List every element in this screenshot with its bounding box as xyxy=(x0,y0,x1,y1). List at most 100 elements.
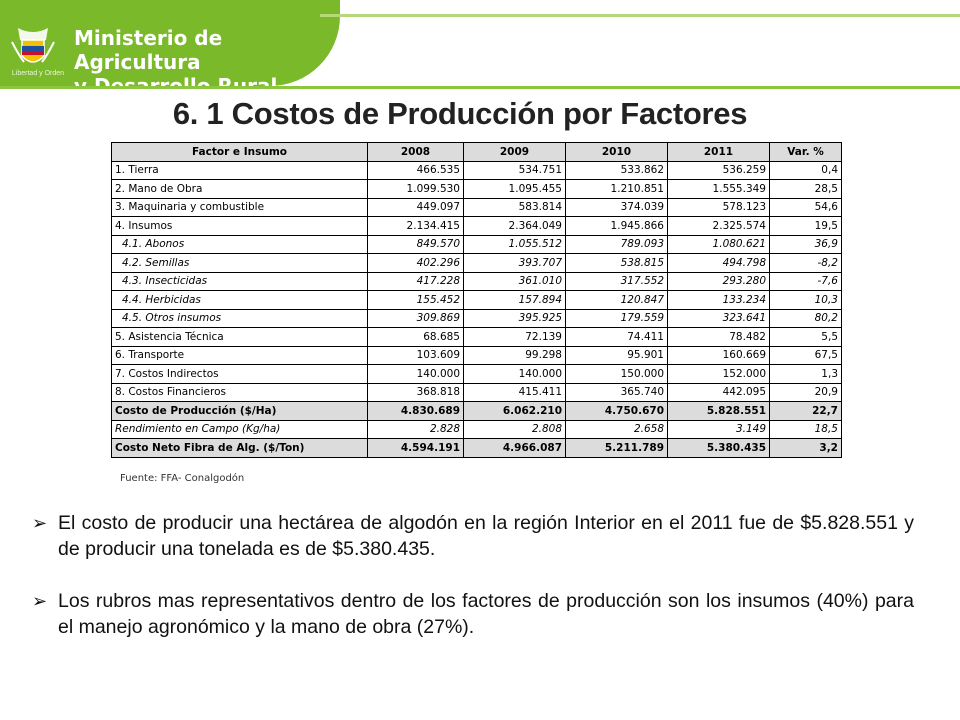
value-cell: 2.325.574 xyxy=(667,216,770,236)
row-label-cell: 4.3. Insecticidas xyxy=(111,271,368,291)
value-cell: 6.062.210 xyxy=(463,401,566,421)
bullet-text: El costo de producir una hectárea de alg… xyxy=(58,512,914,560)
row-label-cell: 5. Asistencia Técnica xyxy=(111,327,368,347)
value-cell: 317.552 xyxy=(565,271,668,291)
source-note: Fuente: FFA- Conalgodón xyxy=(120,473,245,484)
value-cell: 417.228 xyxy=(367,271,464,291)
value-cell: 4.830.689 xyxy=(367,401,464,421)
row-label-cell: Costo de Producción ($/Ha) xyxy=(111,401,368,421)
value-cell: 5.828.551 xyxy=(667,401,770,421)
value-cell: 78.482 xyxy=(667,327,770,347)
table-row: 2. Mano de Obra 1.099.530 1.095.455 1.210.8… xyxy=(111,179,842,199)
value-cell: 1.055.512 xyxy=(463,234,566,254)
row-label-cell: 4.5. Otros insumos xyxy=(111,308,368,328)
value-cell: 2.828 xyxy=(367,419,464,439)
row-label-cell: 7. Costos Indirectos xyxy=(111,364,368,384)
column-header: 2011 xyxy=(667,142,770,162)
value-cell: 393.707 xyxy=(463,253,566,273)
value-cell: 160.669 xyxy=(667,345,770,365)
row-label-cell: 4.4. Herbicidas xyxy=(111,290,368,310)
value-cell: 3.149 xyxy=(667,419,770,439)
header-divider-top xyxy=(320,14,960,17)
column-header: Factor e Insumo xyxy=(111,142,368,162)
table-row: 4.2. Semillas 402.296 393.707 538.815 494.79… xyxy=(111,253,842,273)
value-cell: 2.364.049 xyxy=(463,216,566,236)
value-cell: 4.750.670 xyxy=(565,401,668,421)
value-cell: 402.296 xyxy=(367,253,464,273)
value-cell: 99.298 xyxy=(463,345,566,365)
row-label-cell: 2. Mano de Obra xyxy=(111,179,368,199)
value-cell: 534.751 xyxy=(463,160,566,180)
header-divider xyxy=(0,86,960,89)
bullet-item: ➢ Los rubros mas representativos dentro … xyxy=(32,588,914,640)
value-cell: 74.411 xyxy=(565,327,668,347)
bullet-list: ➢ El costo de producir una hectárea de a… xyxy=(32,510,914,666)
value-cell: 449.097 xyxy=(367,197,464,217)
value-cell: 3,2 xyxy=(769,438,842,458)
table-row: 4.1. Abonos 849.570 1.055.512 789.093 1.080.… xyxy=(111,234,842,254)
arrow-bullet-icon: ➢ xyxy=(32,513,48,533)
value-cell: 583.814 xyxy=(463,197,566,217)
row-label-cell: 8. Costos Financieros xyxy=(111,382,368,402)
table-row: 3. Maquinaria y combustible 449.097 583.81… xyxy=(111,197,842,217)
value-cell: 103.609 xyxy=(367,345,464,365)
table-header-row: Factor e Insumo 2008 2009 2010 2011 Var.… xyxy=(111,142,842,162)
table-body: 1. Tierra 466.535 534.751 533.862 536.259 0,4… xyxy=(111,160,842,458)
value-cell: 789.093 xyxy=(565,234,668,254)
row-label-cell: 4.1. Abonos xyxy=(111,234,368,254)
ministry-line-1: Ministerio de Agricultura xyxy=(74,26,223,74)
row-label-cell: Rendimiento en Campo (Kg/ha) xyxy=(111,419,368,439)
motto: Libertad y Orden xyxy=(11,70,65,77)
value-cell: 28,5 xyxy=(769,179,842,199)
value-cell: 442.095 xyxy=(667,382,770,402)
column-header: 2008 xyxy=(367,142,464,162)
value-cell: 533.862 xyxy=(565,160,668,180)
value-cell: 368.818 xyxy=(367,382,464,402)
value-cell: 120.847 xyxy=(565,290,668,310)
table-row: Rendimiento en Campo (Kg/ha) 2.828 2.808 2.… xyxy=(111,419,842,439)
value-cell: 19,5 xyxy=(769,216,842,236)
table-row: Costo de Producción ($/Ha) 4.830.689 6.062… xyxy=(111,401,842,421)
value-cell: 18,5 xyxy=(769,419,842,439)
row-label-cell: 6. Transporte xyxy=(111,345,368,365)
value-cell: 494.798 xyxy=(667,253,770,273)
table-row: 4.5. Otros insumos 309.869 395.925 179.559 3… xyxy=(111,308,842,328)
value-cell: 536.259 xyxy=(667,160,770,180)
value-cell: 2.808 xyxy=(463,419,566,439)
row-label-cell: 1. Tierra xyxy=(111,160,368,180)
row-label-cell: 4.2. Semillas xyxy=(111,253,368,273)
column-header: 2009 xyxy=(463,142,566,162)
row-label-cell: Costo Neto Fibra de Alg. ($/Ton) xyxy=(111,438,368,458)
costs-table: Factor e Insumo 2008 2009 2010 2011 Var.… xyxy=(111,142,842,458)
value-cell: 140.000 xyxy=(463,364,566,384)
colombia-crest-icon xyxy=(11,28,55,63)
table-row: 8. Costos Financieros 368.818 415.411 365.7… xyxy=(111,382,842,402)
value-cell: 179.559 xyxy=(565,308,668,328)
table-row: 4.4. Herbicidas 155.452 157.894 120.847 133.… xyxy=(111,290,842,310)
bullet-text: Los rubros mas representativos dentro de… xyxy=(58,590,914,638)
value-cell: 1.099.530 xyxy=(367,179,464,199)
value-cell: 140.000 xyxy=(367,364,464,384)
header-banner: Libertad y Orden Ministerio de Agricultu… xyxy=(0,0,340,98)
value-cell: 155.452 xyxy=(367,290,464,310)
value-cell: 293.280 xyxy=(667,271,770,291)
value-cell: 1.080.621 xyxy=(667,234,770,254)
value-cell: 1,3 xyxy=(769,364,842,384)
value-cell: 152.000 xyxy=(667,364,770,384)
arrow-bullet-icon: ➢ xyxy=(32,591,48,611)
value-cell: 466.535 xyxy=(367,160,464,180)
value-cell: 0,4 xyxy=(769,160,842,180)
bullet-item: ➢ El costo de producir una hectárea de a… xyxy=(32,510,914,562)
value-cell: 415.411 xyxy=(463,382,566,402)
row-label-cell: 3. Maquinaria y combustible xyxy=(111,197,368,217)
page-title: 6. 1 Costos de Producción por Factores xyxy=(172,96,748,131)
value-cell: 133.234 xyxy=(667,290,770,310)
row-label-cell: 4. Insumos xyxy=(111,216,368,236)
value-cell: 36,9 xyxy=(769,234,842,254)
value-cell: 374.039 xyxy=(565,197,668,217)
value-cell: 20,9 xyxy=(769,382,842,402)
value-cell: 5.380.435 xyxy=(667,438,770,458)
value-cell: 849.570 xyxy=(367,234,464,254)
value-cell: 150.000 xyxy=(565,364,668,384)
value-cell: 157.894 xyxy=(463,290,566,310)
